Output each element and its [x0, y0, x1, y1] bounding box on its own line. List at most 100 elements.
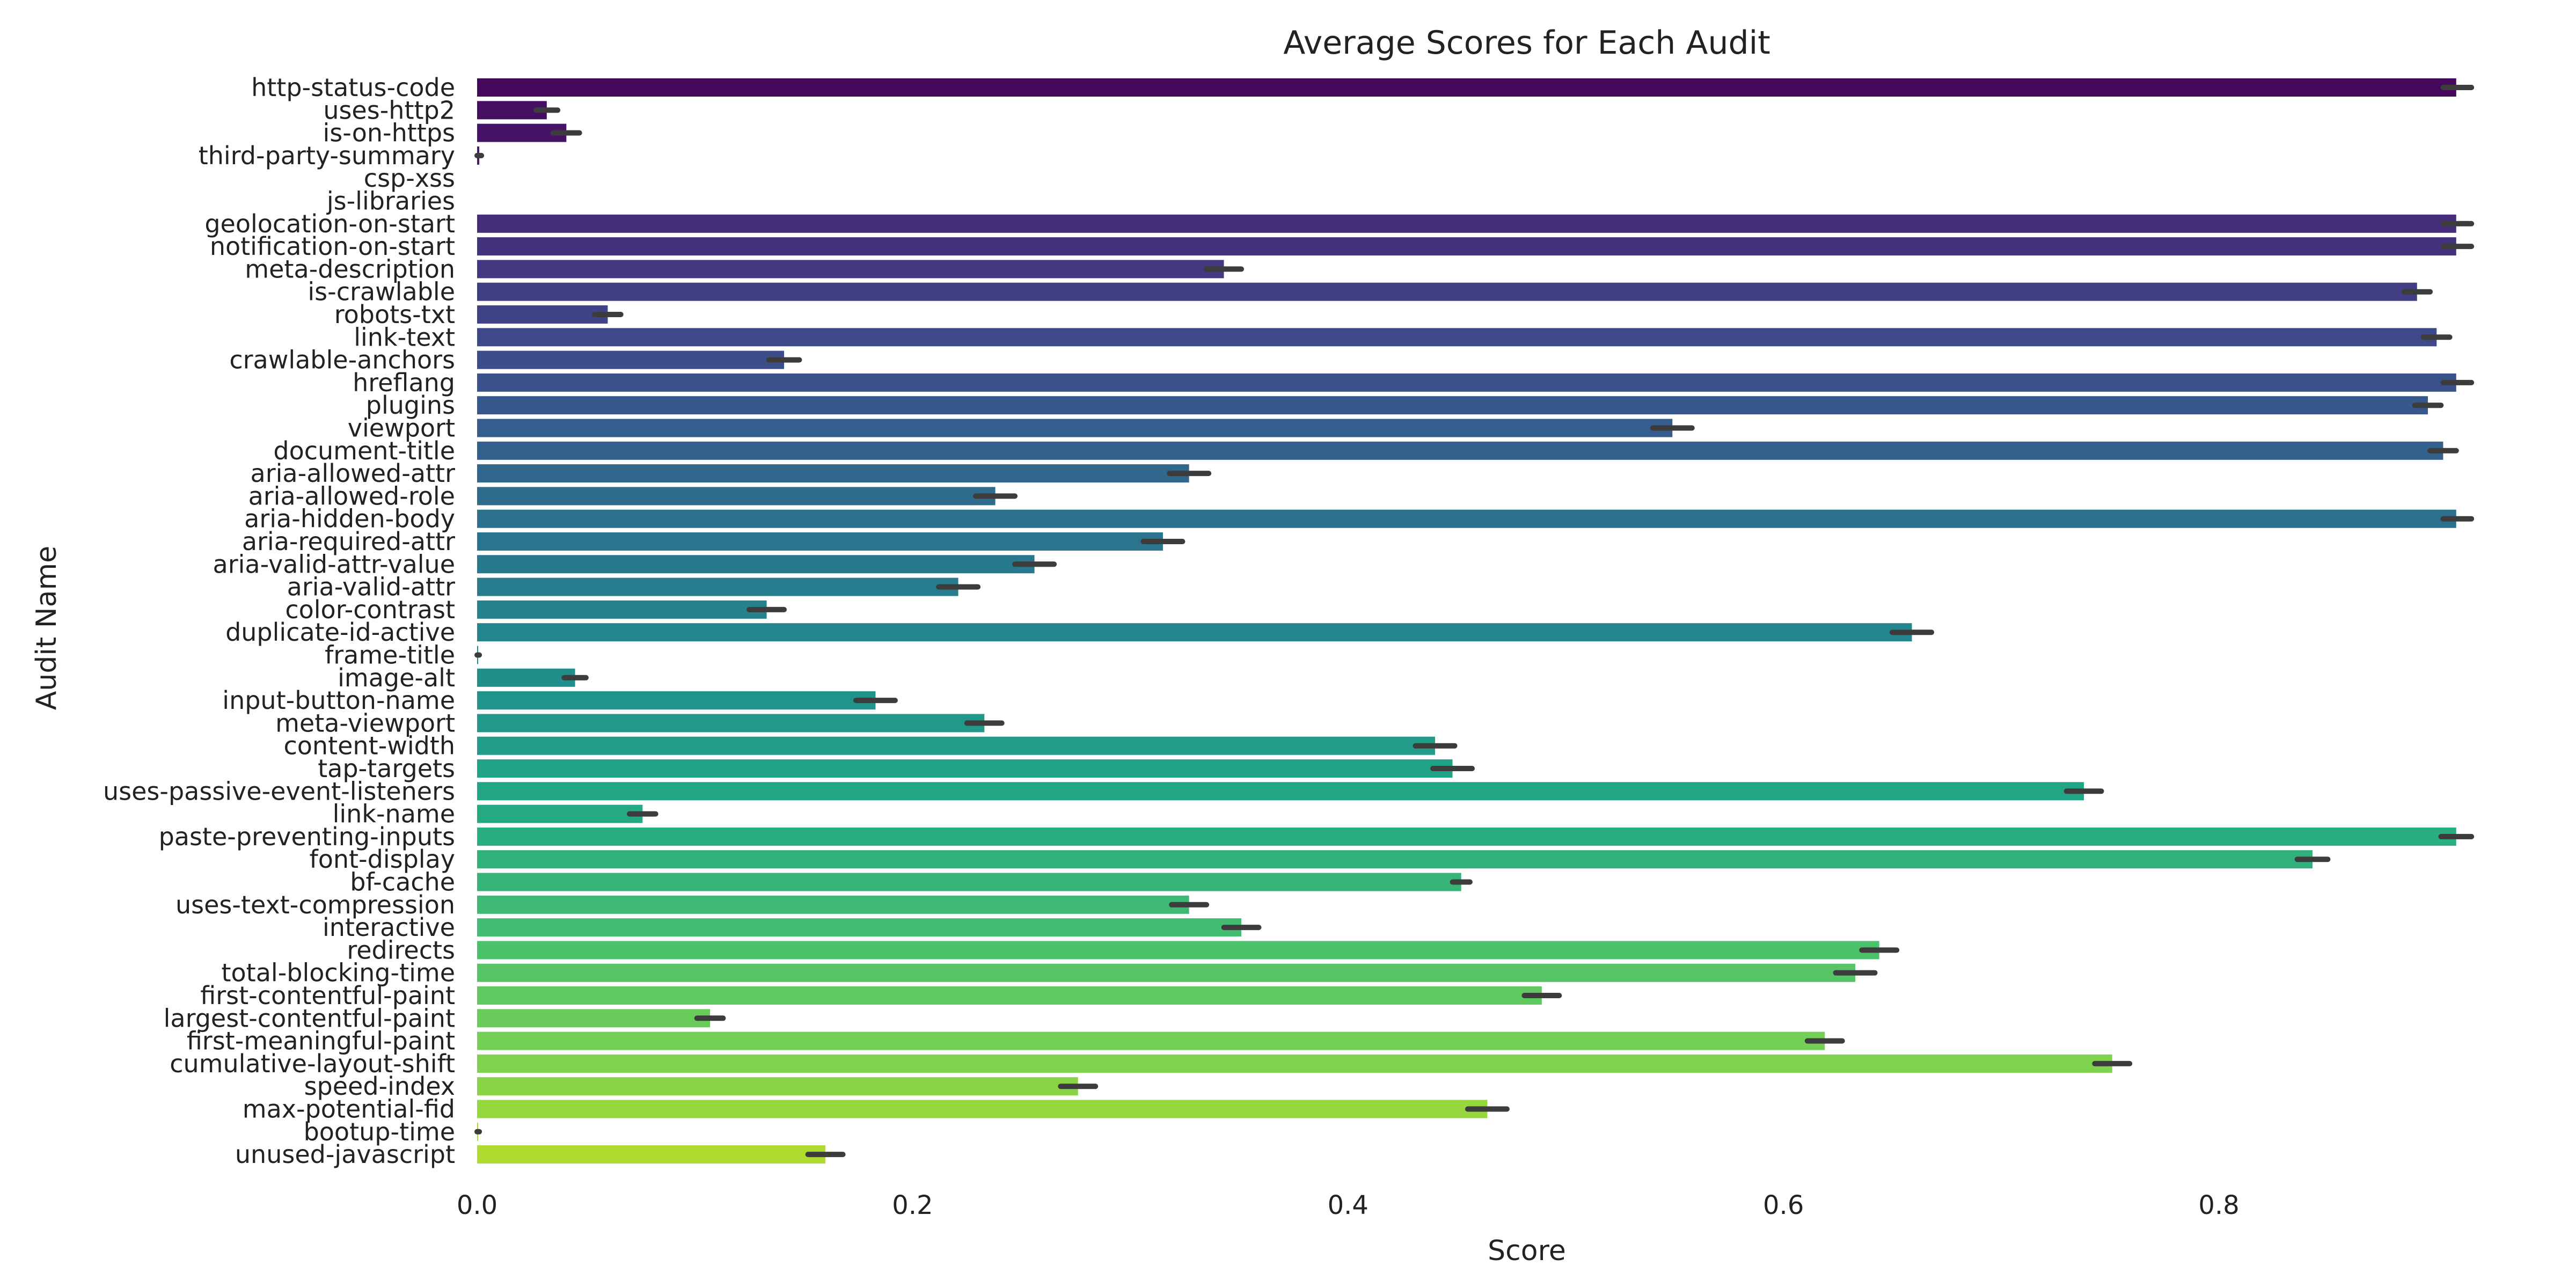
y-tick-label: input-button-name: [222, 686, 455, 715]
y-tick-label: aria-valid-attr: [287, 573, 455, 602]
y-tick-labels: http-status-codeuses-http2is-on-httpsthi…: [103, 73, 455, 1169]
y-tick-label: link-name: [333, 800, 455, 829]
bar-document-title: [477, 441, 2443, 460]
bar-redirects: [477, 941, 1879, 960]
bar-plugins: [477, 396, 2428, 415]
bar-http-status-code: [477, 78, 2456, 97]
bar-total-blocking-time: [477, 963, 1856, 982]
x-tick-label: 0.0: [457, 1190, 497, 1220]
y-tick-label: content-width: [283, 731, 455, 760]
y-tick-label: tap-targets: [318, 754, 455, 783]
y-tick-label: hreflang: [353, 368, 455, 397]
bar-uses-text-compression: [477, 895, 1189, 914]
x-tick-label: 0.2: [892, 1190, 933, 1220]
bar-aria-valid-attr-value: [477, 555, 1035, 574]
chart-title: Average Scores for Each Audit: [1283, 24, 1770, 62]
bar-aria-allowed-attr: [477, 464, 1189, 483]
y-tick-label: bf-cache: [350, 868, 455, 897]
bar-interactive: [477, 918, 1242, 937]
y-tick-label: first-contentful-paint: [200, 981, 455, 1010]
y-tick-label: bootup-time: [304, 1117, 455, 1146]
x-tick-label: 0.8: [2198, 1190, 2239, 1220]
y-tick-label: uses-text-compression: [175, 890, 455, 919]
bar-is-crawlable: [477, 282, 2417, 301]
y-tick-label: notification-on-start: [210, 232, 455, 261]
bars-group: [477, 78, 2456, 1164]
y-tick-label: robots-txt: [334, 300, 455, 329]
bar-geolocation-on-start: [477, 214, 2456, 233]
bar-notification-on-start: [477, 237, 2456, 256]
y-tick-label: csp-xss: [364, 164, 455, 193]
y-tick-label: aria-allowed-role: [248, 481, 455, 510]
bar-hreflang: [477, 373, 2456, 392]
y-tick-label: largest-contentful-paint: [164, 1004, 455, 1033]
y-tick-label: max-potential-fid: [243, 1095, 455, 1124]
bar-aria-hidden-body: [477, 509, 2456, 528]
bar-content-width: [477, 736, 1436, 755]
y-tick-label: meta-viewport: [275, 708, 455, 737]
y-tick-label: redirects: [347, 935, 455, 964]
x-tick-label: 0.4: [1328, 1190, 1368, 1220]
x-axis-label: Score: [1488, 1235, 1566, 1267]
y-tick-label: aria-allowed-attr: [251, 459, 456, 488]
x-tick-label: 0.6: [1763, 1190, 1804, 1220]
bar-aria-required-attr: [477, 532, 1163, 551]
bar-largest-contentful-paint: [477, 1009, 711, 1028]
y-tick-label: document-title: [273, 436, 455, 465]
y-tick-label: link-text: [354, 323, 455, 352]
bar-cumulative-layout-shift: [477, 1054, 2112, 1073]
error-bars-group: [474, 85, 2475, 1158]
y-tick-label: is-crawlable: [308, 277, 455, 306]
y-tick-label: plugins: [366, 391, 455, 420]
bar-link-name: [477, 804, 643, 823]
bar-color-contrast: [477, 600, 767, 619]
y-tick-label: image-alt: [338, 663, 455, 692]
bar-viewport: [477, 419, 1673, 437]
bar-speed-index: [477, 1077, 1078, 1096]
y-tick-label: meta-description: [245, 254, 455, 283]
bar-meta-description: [477, 260, 1224, 279]
bar-aria-allowed-role: [477, 487, 996, 506]
bar-tap-targets: [477, 759, 1453, 778]
bar-meta-viewport: [477, 714, 985, 733]
y-tick-label: is-on-https: [323, 119, 456, 148]
y-tick-label: first-meaningful-paint: [187, 1027, 455, 1056]
bar-unused-javascript: [477, 1145, 826, 1164]
bar-image-alt: [477, 668, 575, 687]
bar-input-button-name: [477, 691, 876, 710]
bar-max-potential-fid: [477, 1100, 1488, 1118]
y-tick-label: crawlable-anchors: [229, 346, 455, 375]
y-tick-label: http-status-code: [251, 73, 455, 102]
bar-font-display: [477, 850, 2313, 869]
bar-link-text: [477, 328, 2437, 347]
y-axis-label: Audit Name: [31, 546, 63, 710]
y-tick-label: third-party-summary: [199, 141, 455, 170]
y-tick-label: total-blocking-time: [222, 958, 456, 987]
y-tick-label: js-libraries: [326, 187, 455, 216]
bar-paste-preventing-inputs: [477, 827, 2456, 846]
y-tick-label: aria-required-attr: [242, 527, 455, 556]
bar-bf-cache: [477, 873, 1461, 891]
bar-robots-txt: [477, 305, 608, 324]
y-tick-label: uses-passive-event-listeners: [103, 777, 455, 806]
bar-first-contentful-paint: [477, 986, 1542, 1005]
y-tick-label: viewport: [348, 414, 455, 443]
bar-uses-passive-event-listeners: [477, 782, 2084, 801]
bar-duplicate-id-active: [477, 623, 1912, 642]
bar-aria-valid-attr: [477, 577, 958, 596]
y-tick-label: geolocation-on-start: [204, 209, 455, 238]
bar-first-meaningful-paint: [477, 1031, 1825, 1050]
y-tick-label: interactive: [323, 913, 455, 942]
y-tick-label: cumulative-layout-shift: [170, 1049, 455, 1078]
y-tick-label: unused-javascript: [235, 1140, 455, 1169]
y-tick-label: speed-index: [304, 1072, 455, 1101]
y-tick-label: font-display: [310, 845, 455, 874]
y-tick-label: frame-title: [325, 641, 455, 670]
bar-crawlable-anchors: [477, 350, 785, 369]
x-tick-labels: 0.0 0.2 0.4 0.6 0.8: [457, 1190, 2240, 1220]
y-tick-label: color-contrast: [285, 595, 455, 624]
y-tick-label: paste-preventing-inputs: [159, 822, 455, 851]
y-tick-label: duplicate-id-active: [225, 618, 455, 647]
y-tick-label: aria-valid-attr-value: [213, 550, 455, 579]
